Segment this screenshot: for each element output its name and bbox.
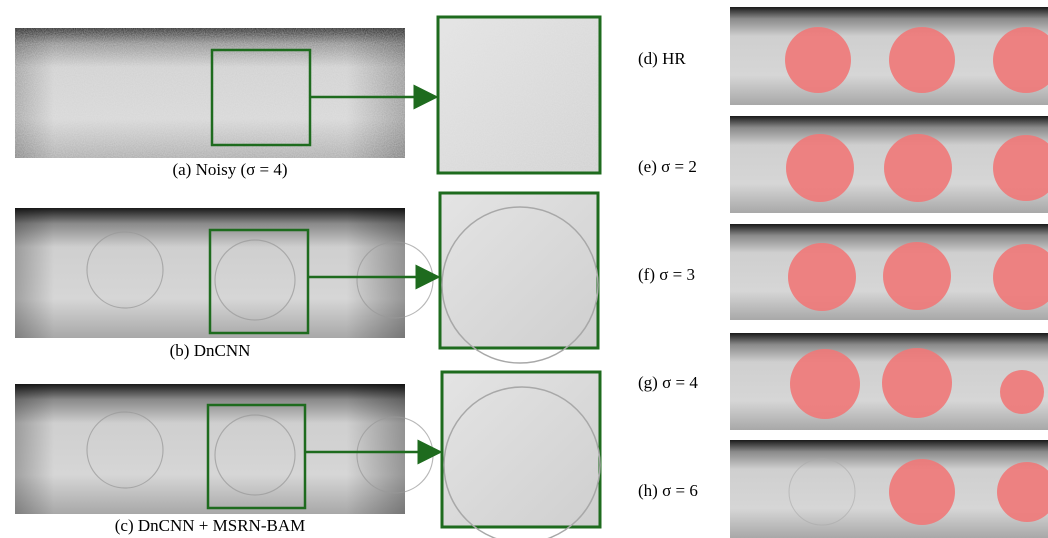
panel-c: (c) DnCNN + MSRN-BAM <box>15 372 600 538</box>
caption: (d) HR <box>638 49 686 68</box>
caption: (e) σ = 2 <box>638 157 697 176</box>
page: (a) Noisy (σ = 4) (b) DnCNN (c) DnCNN + … <box>0 0 1048 538</box>
caption: (f) σ = 3 <box>638 265 695 284</box>
zoom-image <box>442 372 600 527</box>
panel-f: (f) σ = 3 <box>638 224 1048 320</box>
noise <box>15 28 405 158</box>
segmentation-column: (d) HR (e) σ = 2 (f) σ = 3 (g) σ = 4 (h)… <box>638 7 1048 538</box>
caption: (c) DnCNN + MSRN-BAM <box>115 516 305 535</box>
panel-a: (a) Noisy (σ = 4) <box>15 17 600 179</box>
panel-h: (h) σ = 6 <box>638 440 1048 538</box>
zoom-image <box>440 193 598 348</box>
panel-g: (g) σ = 4 <box>638 333 1048 430</box>
figure: (a) Noisy (σ = 4) (b) DnCNN (c) DnCNN + … <box>0 0 1048 538</box>
caption: (h) σ = 6 <box>638 481 698 500</box>
caption: (b) DnCNN <box>170 341 251 360</box>
panel-d: (d) HR <box>638 7 1048 105</box>
panel-e: (e) σ = 2 <box>638 116 1048 213</box>
noise <box>438 17 600 173</box>
caption: (g) σ = 4 <box>638 373 698 392</box>
caption: (a) Noisy (σ = 4) <box>172 160 287 179</box>
panel-b: (b) DnCNN <box>15 193 598 363</box>
